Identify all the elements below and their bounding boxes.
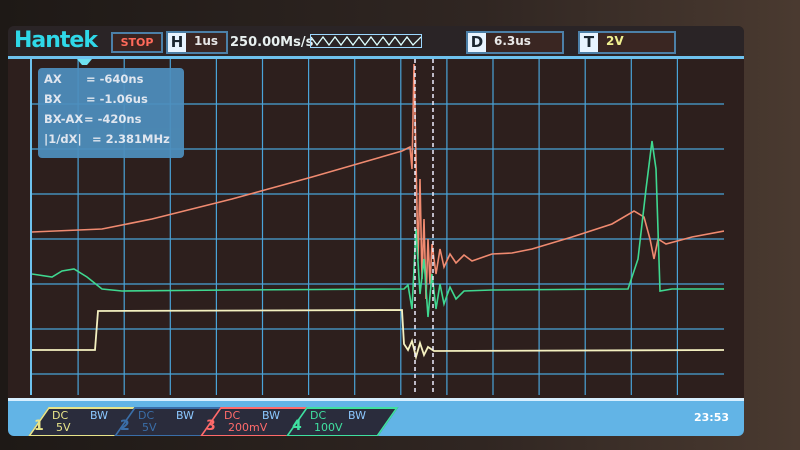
cursor-label: AX — [44, 72, 62, 86]
cursor-value: = -420ns — [84, 112, 142, 126]
bandwidth-limit: BW — [348, 409, 367, 422]
volts-per-div: 200mV — [228, 421, 268, 434]
trigger-level: 2V — [606, 34, 624, 48]
delay-box[interactable]: D 6.3us — [466, 31, 564, 54]
cursor-value: = 2.381MHz — [92, 132, 170, 146]
delay-key: D — [468, 33, 486, 52]
delay-value: 6.3us — [494, 34, 531, 48]
cursor-row: BX = -1.06us — [44, 92, 148, 106]
channel-number: 1 — [34, 418, 44, 434]
oscilloscope-screen: Hantek STOP H 1us 250.00Ms/s D 6.3us T 2… — [8, 26, 744, 436]
cursor-row: |1/dX| = 2.381MHz — [44, 132, 170, 146]
cursor-value: = -640ns — [86, 72, 144, 86]
cursor-row: BX-AX = -420ns — [44, 112, 141, 126]
volts-per-div: 5V — [56, 421, 71, 434]
channel-status-bar: 1 DC BW 5V 2 DC BW 5V 3 DC BW 200mV 4 DC BW 100V 23:53 — [8, 398, 744, 436]
cursor-value: = -1.06us — [86, 92, 148, 106]
volts-per-div: 5V — [142, 421, 157, 434]
bandwidth-limit: BW — [90, 409, 109, 422]
cursor-label: |1/dX| — [44, 132, 82, 146]
cursor-measurement-panel: AX = -640ns BX = -1.06us BX-AX = -420ns |1/dX|… — [38, 68, 184, 158]
trigger-position-marker — [77, 59, 92, 65]
trigger-key: T — [580, 33, 598, 52]
top-status-bar: Hantek STOP H 1us 250.00Ms/s D 6.3us T 2… — [8, 26, 744, 59]
sample-rate: 250.00Ms/s — [230, 35, 314, 50]
run-stop-indicator[interactable]: STOP — [111, 32, 163, 53]
channel-number: 4 — [292, 418, 302, 434]
clock: 23:53 — [694, 411, 730, 424]
ch1-trace — [32, 309, 724, 361]
timebase-value: 1us — [194, 34, 219, 48]
trigger-box[interactable]: T 2V — [578, 31, 676, 54]
channel-number: 3 — [206, 418, 216, 434]
volts-per-div: 100V — [314, 421, 343, 434]
cursor-label: BX-AX — [44, 112, 84, 126]
timebase-box[interactable]: H 1us — [166, 31, 228, 54]
horizontal-key: H — [168, 33, 186, 52]
cursor-row: AX = -640ns — [44, 72, 143, 86]
channel-4-badge[interactable]: 4 DC BW 100V — [285, 407, 399, 436]
memory-position-bar — [310, 34, 422, 48]
bandwidth-limit: BW — [176, 409, 195, 422]
ch4-trace — [32, 140, 724, 318]
cursor-label: BX — [44, 92, 62, 106]
channel-number: 2 — [120, 418, 130, 434]
brand-logo: Hantek — [14, 28, 98, 53]
